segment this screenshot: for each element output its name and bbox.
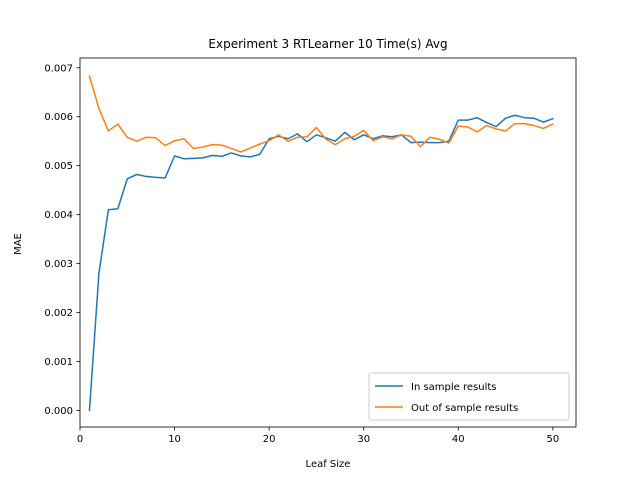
- axes-layer: 0 10 20 30 40 50 0.000 0.001 0.002 0.003 0.004 0.00…: [44, 57, 577, 445]
- y-tick-label: 0.000: [44, 406, 73, 417]
- legend-label-1: In sample results: [411, 382, 497, 393]
- y-tick-label: 0.007: [44, 63, 73, 74]
- y-axis-label: MAE: [13, 233, 24, 255]
- x-tick-label: 10: [168, 434, 181, 445]
- x-axis-label: Leaf Size: [306, 459, 351, 470]
- y-tick-label: 0.001: [44, 357, 73, 368]
- x-tick-label: 40: [452, 434, 465, 445]
- y-tick-label: 0.004: [44, 210, 73, 221]
- series-line-2: [88, 75, 554, 153]
- plot-frame: [79, 57, 577, 428]
- legend-box: [368, 372, 570, 421]
- x-tick-label: 0: [77, 434, 83, 445]
- y-tick-label: 0.003: [44, 259, 73, 270]
- chart-title: Experiment 3 RTLearner 10 Time(s) Avg: [208, 37, 447, 51]
- x-tick-label: 20: [263, 434, 276, 445]
- x-tick-label: 50: [546, 434, 559, 445]
- series-layer: [88, 75, 554, 412]
- y-tick-label: 0.006: [44, 112, 73, 123]
- legend: In sample results Out of sample results: [368, 372, 570, 421]
- y-tick-label: 0.002: [44, 308, 73, 319]
- legend-label-2: Out of sample results: [411, 403, 518, 414]
- x-tick-label: 30: [357, 434, 370, 445]
- series-line-1: [88, 114, 554, 412]
- y-tick-label: 0.005: [44, 161, 73, 172]
